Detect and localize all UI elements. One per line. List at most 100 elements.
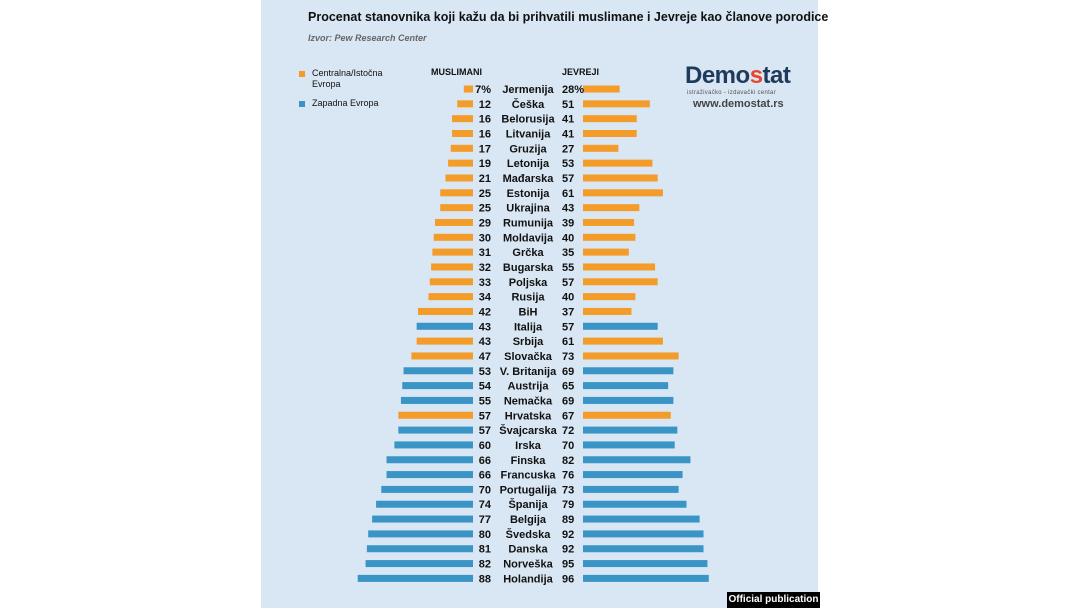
- value-label-jews: 82: [562, 455, 574, 467]
- value-label-jews: 53: [562, 158, 574, 170]
- value-label-muslims: 16: [479, 128, 491, 140]
- bar-jews: [583, 100, 650, 108]
- country-label: Bugarska: [503, 262, 554, 274]
- value-label-muslims: 19: [479, 158, 491, 170]
- value-label-jews: 41: [562, 128, 574, 140]
- country-label: Francuska: [500, 470, 556, 482]
- bar-jews: [583, 545, 704, 553]
- country-label: Češka: [512, 98, 545, 111]
- country-label: Gruzija: [509, 143, 547, 155]
- country-label: Danska: [508, 544, 548, 556]
- bar-muslims: [398, 411, 473, 419]
- bar-jews: [583, 189, 663, 197]
- value-label-muslims: 17: [479, 143, 491, 155]
- country-label: Slovačka: [504, 351, 553, 363]
- value-label-muslims: 42: [479, 306, 491, 318]
- bar-muslims: [448, 159, 473, 167]
- country-label: BiH: [519, 306, 538, 318]
- value-label-jews: 61: [562, 188, 574, 200]
- country-label: Jermenija: [502, 84, 554, 96]
- value-label-jews: 73: [562, 484, 574, 496]
- value-label-muslims: 66: [479, 455, 491, 467]
- value-label-muslims: 30: [479, 232, 491, 244]
- bar-jews: [583, 352, 679, 360]
- bar-muslims: [440, 204, 473, 212]
- country-label: Litvanija: [506, 128, 552, 140]
- country-label: Hrvatska: [505, 410, 552, 422]
- bar-jews: [583, 471, 683, 479]
- bar-muslims: [428, 293, 473, 301]
- bar-muslims: [452, 129, 473, 137]
- country-label: Holandija: [503, 573, 553, 585]
- value-label-muslims: 31: [479, 247, 491, 259]
- value-label-muslims: 29: [479, 217, 491, 229]
- bar-jews: [583, 278, 658, 286]
- bar-jews: [583, 218, 635, 226]
- value-label-muslims: 32: [479, 262, 491, 274]
- column-header-muslims: MUSLIMANI: [431, 67, 482, 77]
- country-label: Estonija: [507, 188, 551, 200]
- bar-jews: [583, 307, 632, 315]
- chart-source: Izvor: Pew Research Center: [308, 33, 427, 43]
- bar-jews: [583, 233, 636, 241]
- value-label-jews: 61: [562, 336, 574, 348]
- value-label-muslims: 57: [479, 410, 491, 422]
- country-label: Ukrajina: [506, 203, 550, 215]
- country-label: Rumunija: [503, 217, 554, 229]
- country-label: Poljska: [509, 277, 548, 289]
- value-label-jews: 92: [562, 544, 574, 556]
- bar-muslims: [411, 352, 473, 360]
- value-label-jews: 27: [562, 143, 574, 155]
- value-label-muslims: 12: [479, 99, 491, 111]
- bar-muslims: [372, 515, 473, 523]
- bar-jews: [583, 337, 663, 345]
- value-label-muslims: 53: [479, 366, 491, 378]
- country-label: Irska: [515, 440, 542, 452]
- bar-muslims: [402, 382, 473, 390]
- value-label-jews: 55: [562, 262, 574, 274]
- bar-muslims: [431, 263, 473, 271]
- value-label-muslims: 70: [479, 484, 491, 496]
- bar-jews: [583, 248, 629, 256]
- bar-jews: [583, 411, 671, 419]
- value-label-jews: 28%: [562, 84, 584, 96]
- bar-jews: [583, 85, 620, 93]
- bar-muslims: [445, 174, 473, 182]
- bar-muslims: [400, 396, 473, 404]
- bar-jews: [583, 144, 619, 152]
- bar-muslims: [435, 218, 473, 226]
- value-label-jews: 69: [562, 366, 574, 378]
- value-label-jews: 57: [562, 173, 574, 185]
- value-label-muslims: 16: [479, 114, 491, 126]
- country-label: Rusija: [511, 292, 545, 304]
- official-publication-badge: Official publication: [727, 592, 820, 608]
- value-label-jews: 92: [562, 529, 574, 541]
- value-label-muslims: 21: [479, 173, 491, 185]
- bar-muslims: [450, 144, 473, 152]
- bar-jews: [583, 115, 637, 123]
- chart-panel: Procenat stanovnika koji kažu da bi prih…: [261, 0, 828, 608]
- bar-muslims: [368, 530, 473, 538]
- value-label-muslims: 7%: [475, 84, 491, 96]
- bar-muslims: [463, 85, 473, 93]
- value-label-muslims: 33: [479, 277, 491, 289]
- value-label-jews: 65: [562, 381, 574, 393]
- country-label: Portugalija: [500, 484, 558, 496]
- value-label-jews: 37: [562, 306, 574, 318]
- legend-swatch-central-eastern: [299, 71, 305, 77]
- bar-jews: [583, 382, 669, 390]
- bar-muslims: [416, 337, 473, 345]
- bar-muslims: [433, 233, 473, 241]
- bar-muslims: [432, 248, 473, 256]
- bar-muslims: [366, 545, 473, 553]
- value-label-jews: 41: [562, 114, 574, 126]
- bar-jews: [583, 485, 679, 493]
- value-label-muslims: 55: [479, 395, 491, 407]
- value-label-jews: 76: [562, 470, 574, 482]
- value-label-muslims: 66: [479, 470, 491, 482]
- country-label: Letonija: [507, 158, 550, 170]
- bar-muslims: [429, 278, 473, 286]
- value-label-jews: 57: [562, 321, 574, 333]
- bar-jews: [583, 174, 658, 182]
- value-label-jews: 89: [562, 514, 574, 526]
